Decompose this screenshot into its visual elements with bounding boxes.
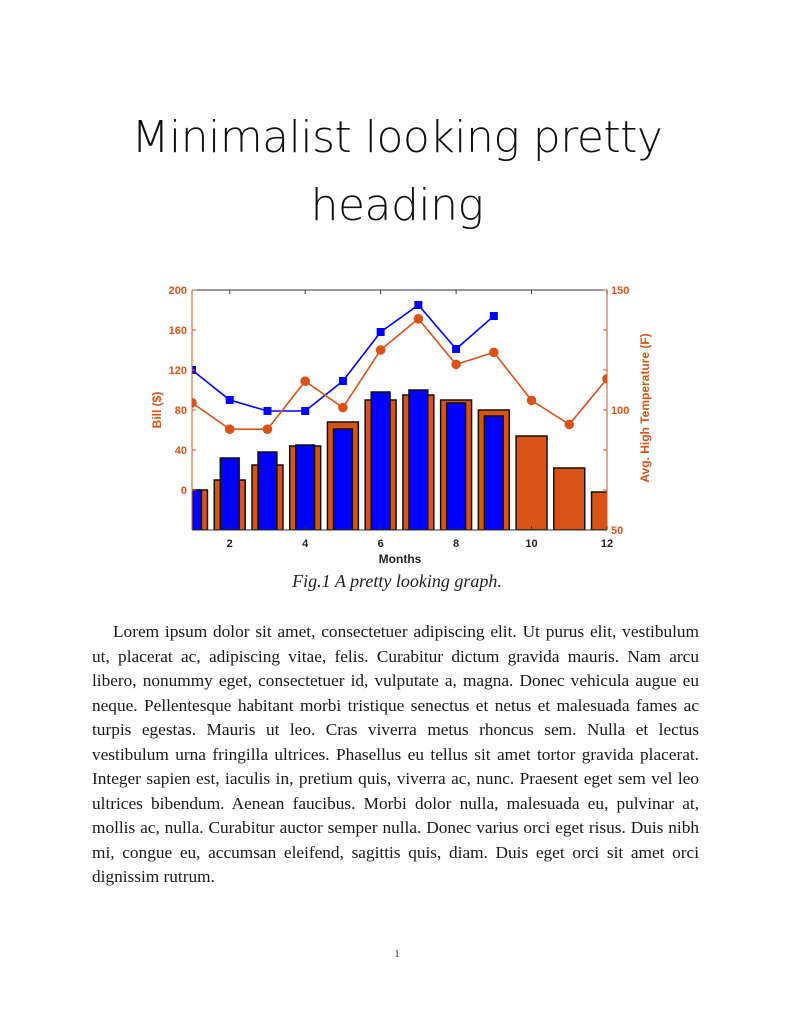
y-tick-label-left: 40 — [175, 445, 187, 457]
x-tick-label: 2 — [227, 538, 233, 550]
bar-orange-month-11 — [553, 467, 586, 530]
body-paragraph: Lorem ipsum dolor sit amet, consectetuer… — [92, 622, 699, 886]
bar-blue-month-8 — [445, 402, 467, 530]
point-blue-month-8 — [452, 345, 461, 353]
point-orange-month-11 — [564, 419, 575, 430]
y-tick-label-right: 50 — [611, 525, 623, 537]
point-orange-month-2 — [224, 424, 235, 434]
x-tick-label: 4 — [302, 538, 309, 550]
line-blue — [192, 303, 495, 412]
point-blue-month-2 — [225, 396, 234, 404]
y-tick-label-left: 200 — [169, 285, 187, 297]
bar-blue-month-5 — [332, 428, 354, 530]
x-tick-label: 10 — [525, 538, 537, 550]
bar-blue-month-2 — [219, 457, 240, 530]
x-tick-label: 12 — [601, 538, 613, 550]
point-orange-month-8 — [451, 359, 461, 370]
point-orange-month-1 — [192, 398, 197, 408]
point-blue-month-9 — [489, 312, 498, 320]
bar-blue-month-7 — [408, 389, 429, 530]
point-blue-month-5 — [338, 377, 347, 385]
y-tick-label-left: 120 — [169, 365, 187, 377]
figure-caption: Fig.1 A pretty looking graph. — [292, 571, 502, 591]
y-tick-label-right: 100 — [611, 405, 629, 417]
point-orange-month-12 — [602, 374, 607, 384]
point-orange-month-4 — [300, 376, 310, 386]
bar-blue-month-3 — [257, 451, 278, 530]
bar-blue-month-9 — [483, 415, 504, 530]
point-orange-month-7 — [413, 314, 424, 324]
point-blue-month-6 — [376, 328, 385, 336]
bar-blue-month-4 — [295, 444, 316, 530]
page-number: 1 — [394, 948, 400, 960]
y-tick-label-right: 150 — [611, 285, 629, 297]
point-orange-month-3 — [262, 424, 273, 434]
point-blue-month-3 — [263, 407, 272, 415]
x-axis-label: Months — [379, 552, 422, 566]
point-orange-month-9 — [489, 347, 499, 358]
bar-orange-month-12 — [590, 491, 607, 530]
page-heading-line-1: Minimalist looking pretty — [131, 112, 663, 163]
plot-area — [192, 301, 607, 530]
y-axis-label-right: Avg. High Temperature (F) — [638, 333, 652, 482]
y-tick-label-left: 0 — [181, 485, 187, 497]
point-blue-month-4 — [301, 407, 310, 415]
point-orange-month-6 — [375, 345, 386, 355]
bar-orange-month-10 — [515, 435, 548, 530]
point-orange-month-10 — [526, 395, 537, 406]
x-tick-label: 6 — [378, 538, 384, 550]
page-heading-line-2: heading — [310, 180, 484, 231]
y-tick-label-left: 160 — [169, 325, 187, 337]
y-tick-label-left: 80 — [175, 405, 187, 417]
y-axis-label-left: Bill ($) — [150, 392, 164, 429]
bar-blue-month-1 — [192, 489, 203, 530]
x-tick-label: 8 — [453, 538, 459, 550]
point-blue-month-7 — [414, 301, 423, 309]
bar-blue-month-6 — [370, 391, 391, 530]
point-orange-month-5 — [338, 402, 348, 413]
line-orange — [192, 317, 607, 430]
